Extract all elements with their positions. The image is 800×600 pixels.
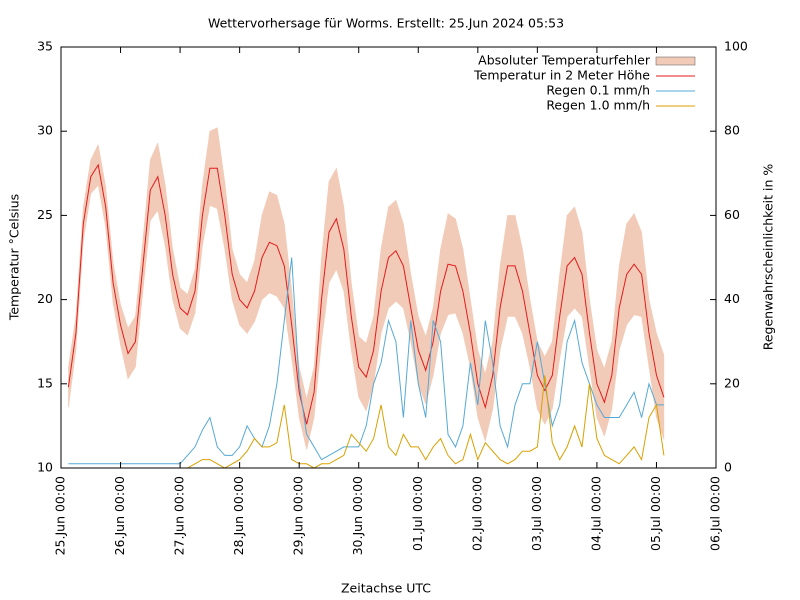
y2-tick-label: 100: [724, 39, 748, 54]
error-band: [246, 260, 255, 335]
x-tick-label: 02.Jul 00:00: [469, 476, 484, 551]
y2-tick-label: 80: [724, 123, 740, 138]
error-band: [373, 249, 382, 384]
error-band: [313, 257, 322, 418]
legend-label: Temperatur in 2 Meter Höhe: [473, 68, 650, 83]
x-tick-label: 28.Jun 00:00: [231, 476, 246, 555]
error-band: [202, 131, 211, 246]
x-axis-title: Zeitachse UTC: [341, 581, 431, 596]
y-tick-label: 30: [37, 123, 53, 138]
error-band: [641, 232, 650, 368]
x-tick-label: 05.Jul 00:00: [648, 476, 663, 551]
error-band: [514, 215, 523, 334]
error-band: [432, 249, 441, 376]
error-band: [90, 144, 99, 195]
x-tick-label: 26.Jun 00:00: [112, 476, 127, 555]
legend-label: Absoluter Temperaturfehler: [478, 53, 651, 68]
error-band: [172, 249, 181, 329]
error-band: [254, 215, 263, 322]
error-band: [440, 213, 449, 334]
error-band: [403, 223, 412, 342]
y2-tick-label: 60: [724, 207, 740, 222]
error-band: [150, 142, 159, 222]
y-tick-label: 20: [37, 291, 53, 306]
error-band: [455, 218, 464, 334]
error-band: [618, 223, 627, 351]
series-line: [67, 163, 665, 425]
error-band: [336, 168, 345, 292]
y-tick-label: 15: [37, 375, 53, 390]
x-tick-label: 30.Jun 00:00: [350, 476, 365, 555]
error-band: [581, 232, 590, 368]
error-band: [522, 249, 531, 368]
legend-label: Regen 0.1 mm/h: [546, 83, 650, 98]
y-axis-title: Temperatur °Celsius: [7, 194, 22, 321]
y2-axis-title: Regenwahrscheinlichkeit in %: [761, 164, 776, 351]
y-tick-label: 35: [37, 39, 53, 54]
error-band: [574, 206, 583, 318]
error-band: [380, 206, 389, 334]
error-band: [551, 274, 560, 410]
y2-tick-label: 20: [724, 375, 740, 390]
error-band: [358, 335, 367, 411]
error-band: [559, 215, 568, 359]
plot-frame: [60, 46, 717, 469]
error-band: [648, 299, 657, 418]
error-band: [276, 195, 285, 310]
x-tick-label: 25.Jun 00:00: [53, 476, 68, 555]
legend-label: Regen 1.0 mm/h: [546, 98, 650, 113]
error-band: [120, 304, 129, 379]
x-tick-label: 06.Jul 00:00: [708, 476, 723, 551]
error-band: [462, 249, 471, 368]
y2-tick-label: 40: [724, 291, 740, 306]
x-tick-label: 04.Jul 00:00: [588, 476, 603, 551]
x-tick-label: 27.Jun 00:00: [172, 476, 187, 555]
legend-swatch: [655, 56, 696, 66]
x-tick-label: 01.Jul 00:00: [410, 476, 425, 551]
x-tick-label: 03.Jul 00:00: [529, 476, 544, 551]
y-tick-label: 25: [37, 207, 53, 222]
x-tick-label: 29.Jun 00:00: [291, 476, 306, 555]
series-line: [68, 257, 664, 465]
y-tick-label: 10: [37, 460, 53, 475]
chart-title: Wettervorhersage für Worms. Erstellt: 25…: [208, 16, 564, 31]
error-band: [499, 215, 508, 351]
error-band: [217, 127, 226, 250]
y2-tick-label: 0: [724, 460, 732, 475]
